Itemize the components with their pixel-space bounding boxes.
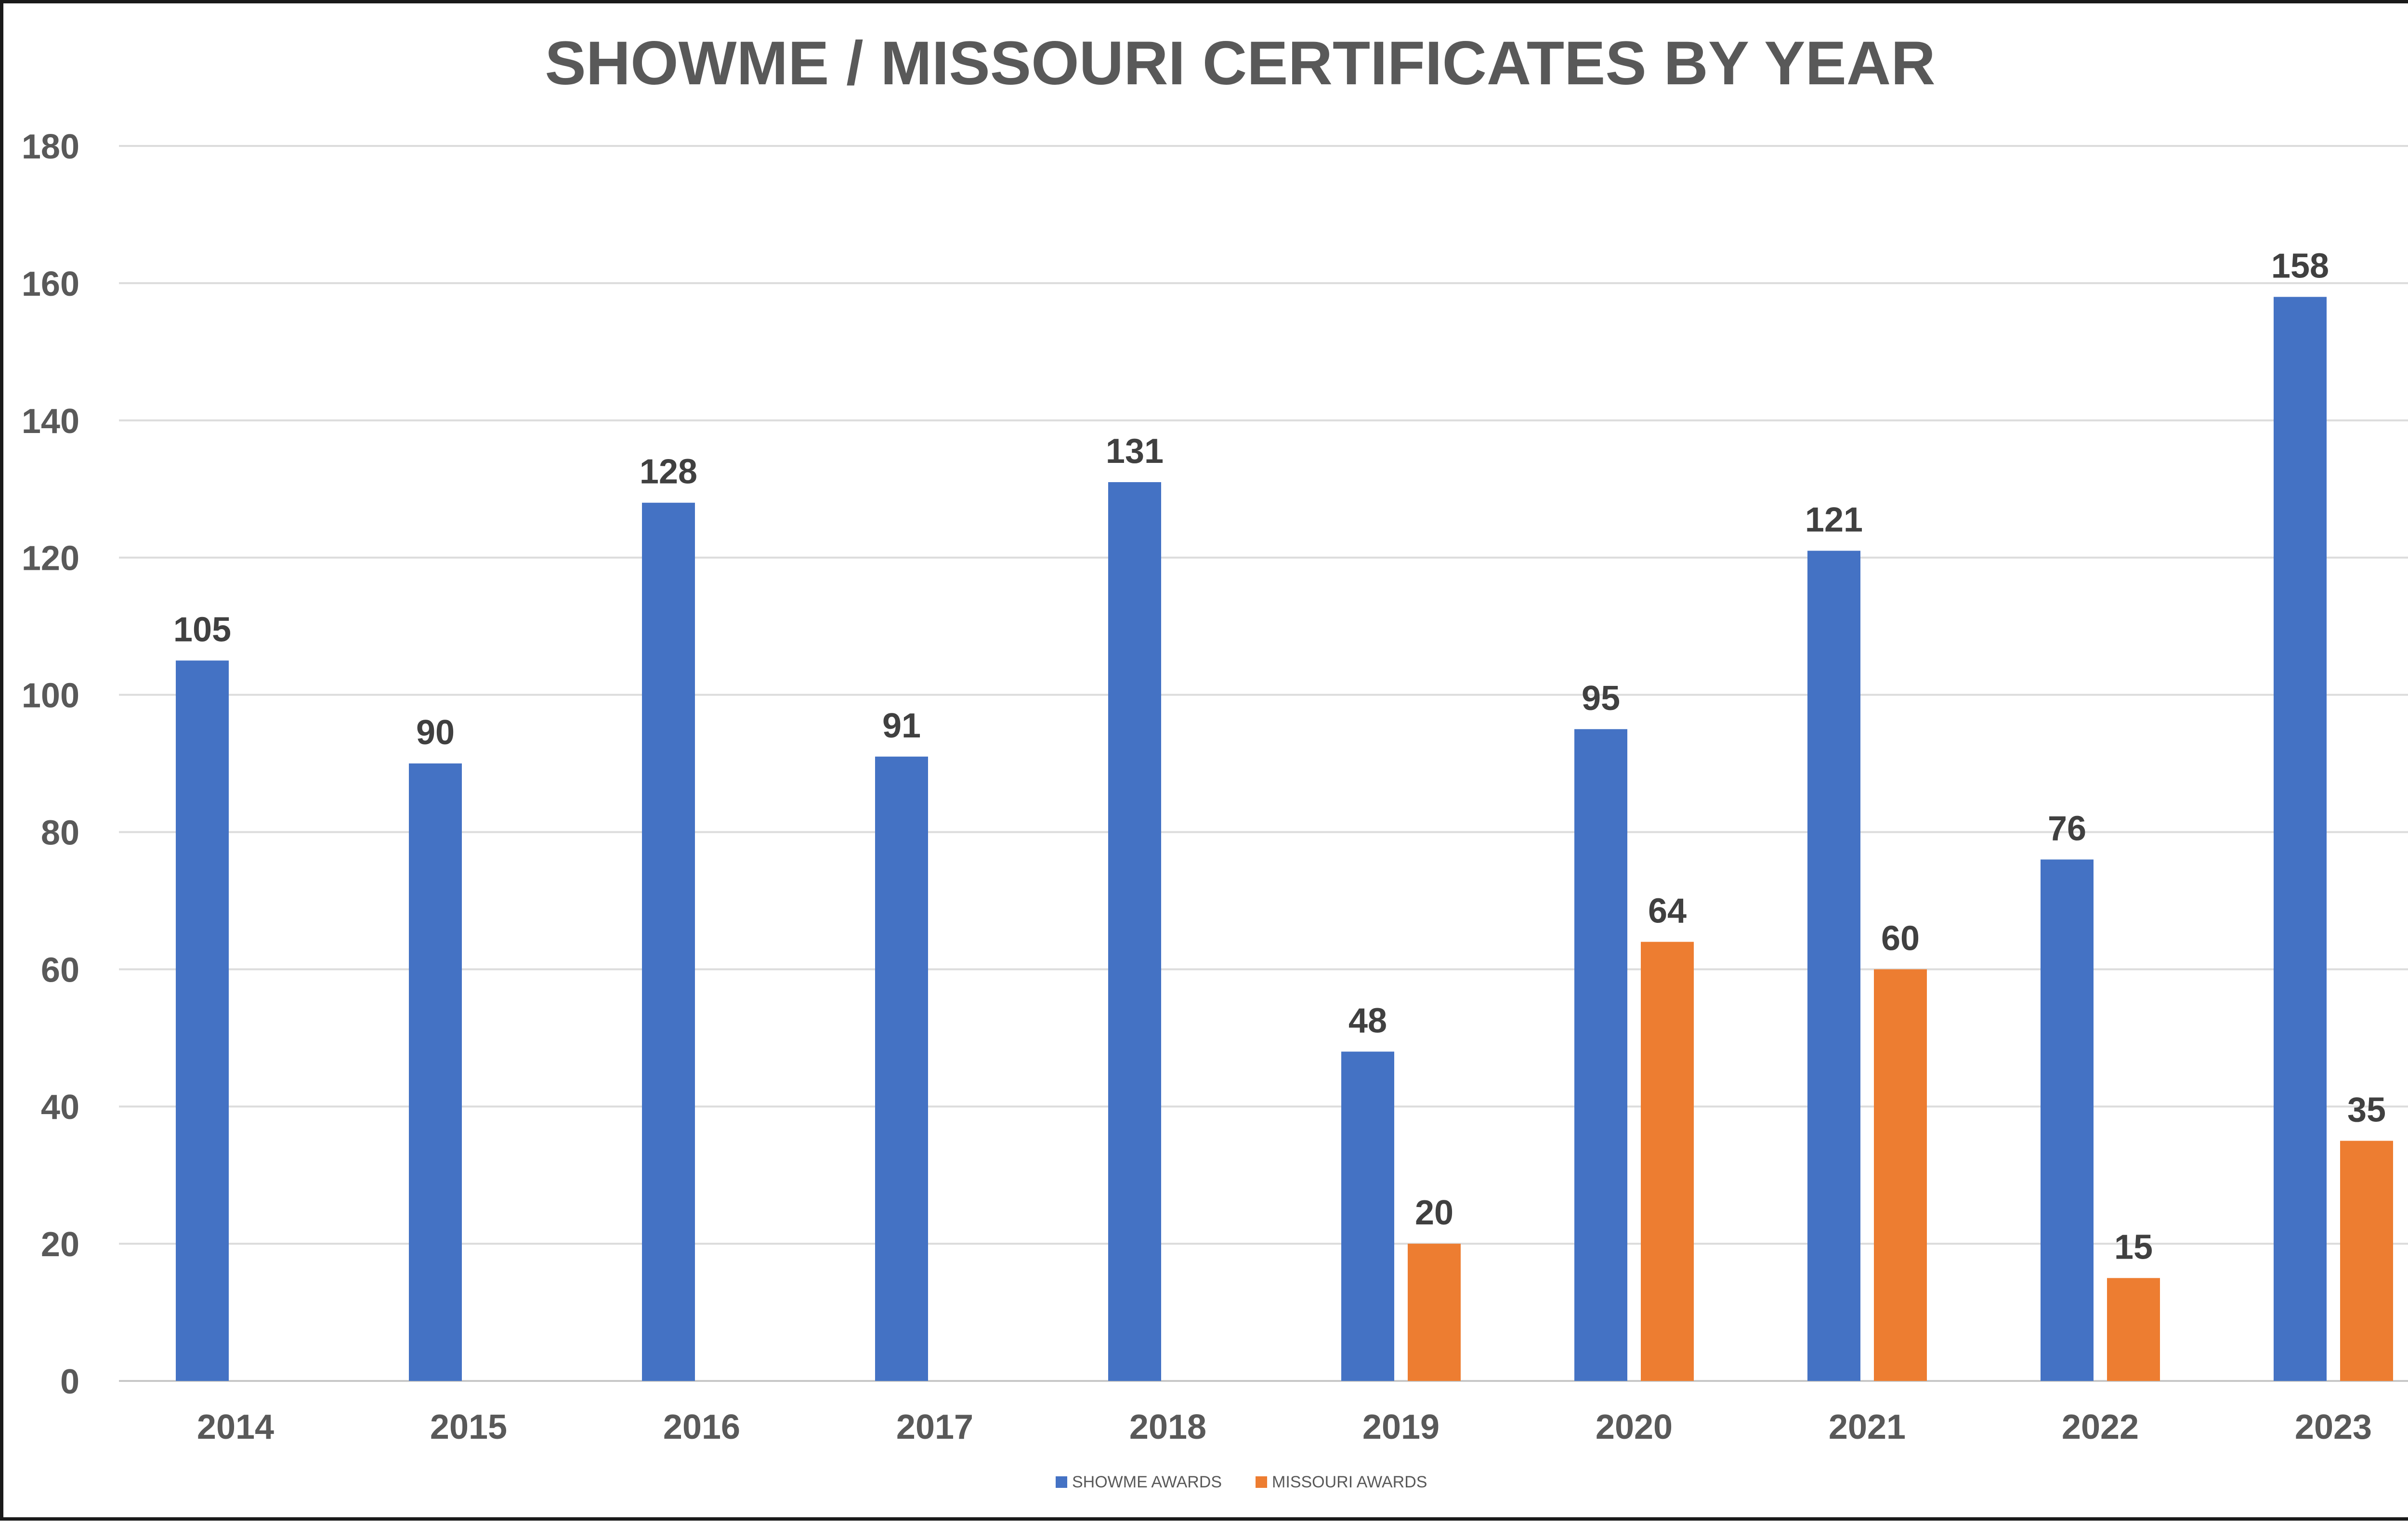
x-tick-label: 2022 <box>2062 1408 2139 1446</box>
legend-label: SHOWME AWARDS <box>1072 1473 1222 1491</box>
data-label: 158 <box>2271 247 2329 285</box>
data-label: 35 <box>2347 1090 2386 1129</box>
x-tick-label: 2023 <box>2295 1408 2372 1446</box>
bar <box>176 660 229 1381</box>
x-tick-label: 2015 <box>430 1408 507 1446</box>
bars <box>176 297 2393 1381</box>
data-label: 105 <box>173 610 231 649</box>
x-tick-label: 2014 <box>197 1408 274 1446</box>
bar <box>875 756 928 1381</box>
y-tick-label: 160 <box>22 265 79 303</box>
data-label: 121 <box>1805 500 1863 539</box>
legend-swatch <box>1256 1476 1268 1488</box>
x-tick-label: 2021 <box>1829 1408 1906 1446</box>
data-labels: 105 90 128 91 131 48 20 95 64 121 60 76 15 158 35 <box>173 247 2386 1266</box>
chart-title: SHOWME / MISSOURI CERTIFICATES BY YEAR <box>545 29 1935 98</box>
data-label: 60 <box>1881 919 1920 958</box>
y-tick-label: 0 <box>60 1363 79 1401</box>
x-tick-label: 2016 <box>663 1408 740 1446</box>
x-axis-tick-labels: 2014 2015 2016 2017 2018 2019 2020 2021 2022 2023 <box>197 1408 2372 1446</box>
y-axis-tick-labels: 0 20 40 60 80 100 120 140 160 180 <box>22 128 79 1401</box>
bar <box>1108 482 1161 1381</box>
bar <box>1641 942 1694 1381</box>
y-tick-label: 120 <box>22 539 79 578</box>
bar <box>1874 969 1927 1381</box>
x-tick-label: 2019 <box>1362 1408 1440 1446</box>
data-label: 95 <box>1582 679 1620 718</box>
y-tick-label: 100 <box>22 677 79 715</box>
data-label: 128 <box>640 453 697 491</box>
bar <box>1408 1244 1461 1381</box>
data-label: 15 <box>2114 1228 2153 1266</box>
legend-label: MISSOURI AWARDS <box>1272 1473 1427 1491</box>
y-tick-label: 60 <box>41 951 79 989</box>
x-tick-label: 2018 <box>1129 1408 1206 1446</box>
legend: SHOWME AWARDS MISSOURI AWARDS <box>1056 1473 1427 1491</box>
bar <box>1807 551 1860 1381</box>
y-tick-label: 140 <box>22 402 79 441</box>
x-tick-label: 2020 <box>1596 1408 1673 1446</box>
bar <box>2107 1278 2160 1381</box>
y-tick-label: 180 <box>22 128 79 166</box>
data-label: 90 <box>416 713 455 752</box>
y-tick-label: 80 <box>41 814 79 852</box>
y-tick-label: 20 <box>41 1225 79 1264</box>
bar <box>2340 1141 2393 1381</box>
data-label: 76 <box>2048 809 2086 848</box>
data-label: 48 <box>1348 1001 1387 1040</box>
data-label: 131 <box>1106 432 1164 471</box>
data-label: 64 <box>1648 892 1687 930</box>
legend-swatch <box>1056 1476 1067 1488</box>
x-tick-label: 2017 <box>896 1408 973 1446</box>
y-tick-label: 40 <box>41 1088 79 1127</box>
data-label: 20 <box>1415 1194 1453 1232</box>
gridlines <box>119 145 2408 1382</box>
chart: SHOWME / MISSOURI CERTIFICATES BY YEAR 0… <box>22 29 2408 1491</box>
bar <box>2041 859 2094 1381</box>
data-label: 91 <box>882 707 921 745</box>
bar <box>409 763 462 1381</box>
bar <box>1574 729 1627 1381</box>
bar <box>2274 297 2327 1381</box>
bar <box>642 502 695 1381</box>
bar <box>1341 1051 1394 1381</box>
